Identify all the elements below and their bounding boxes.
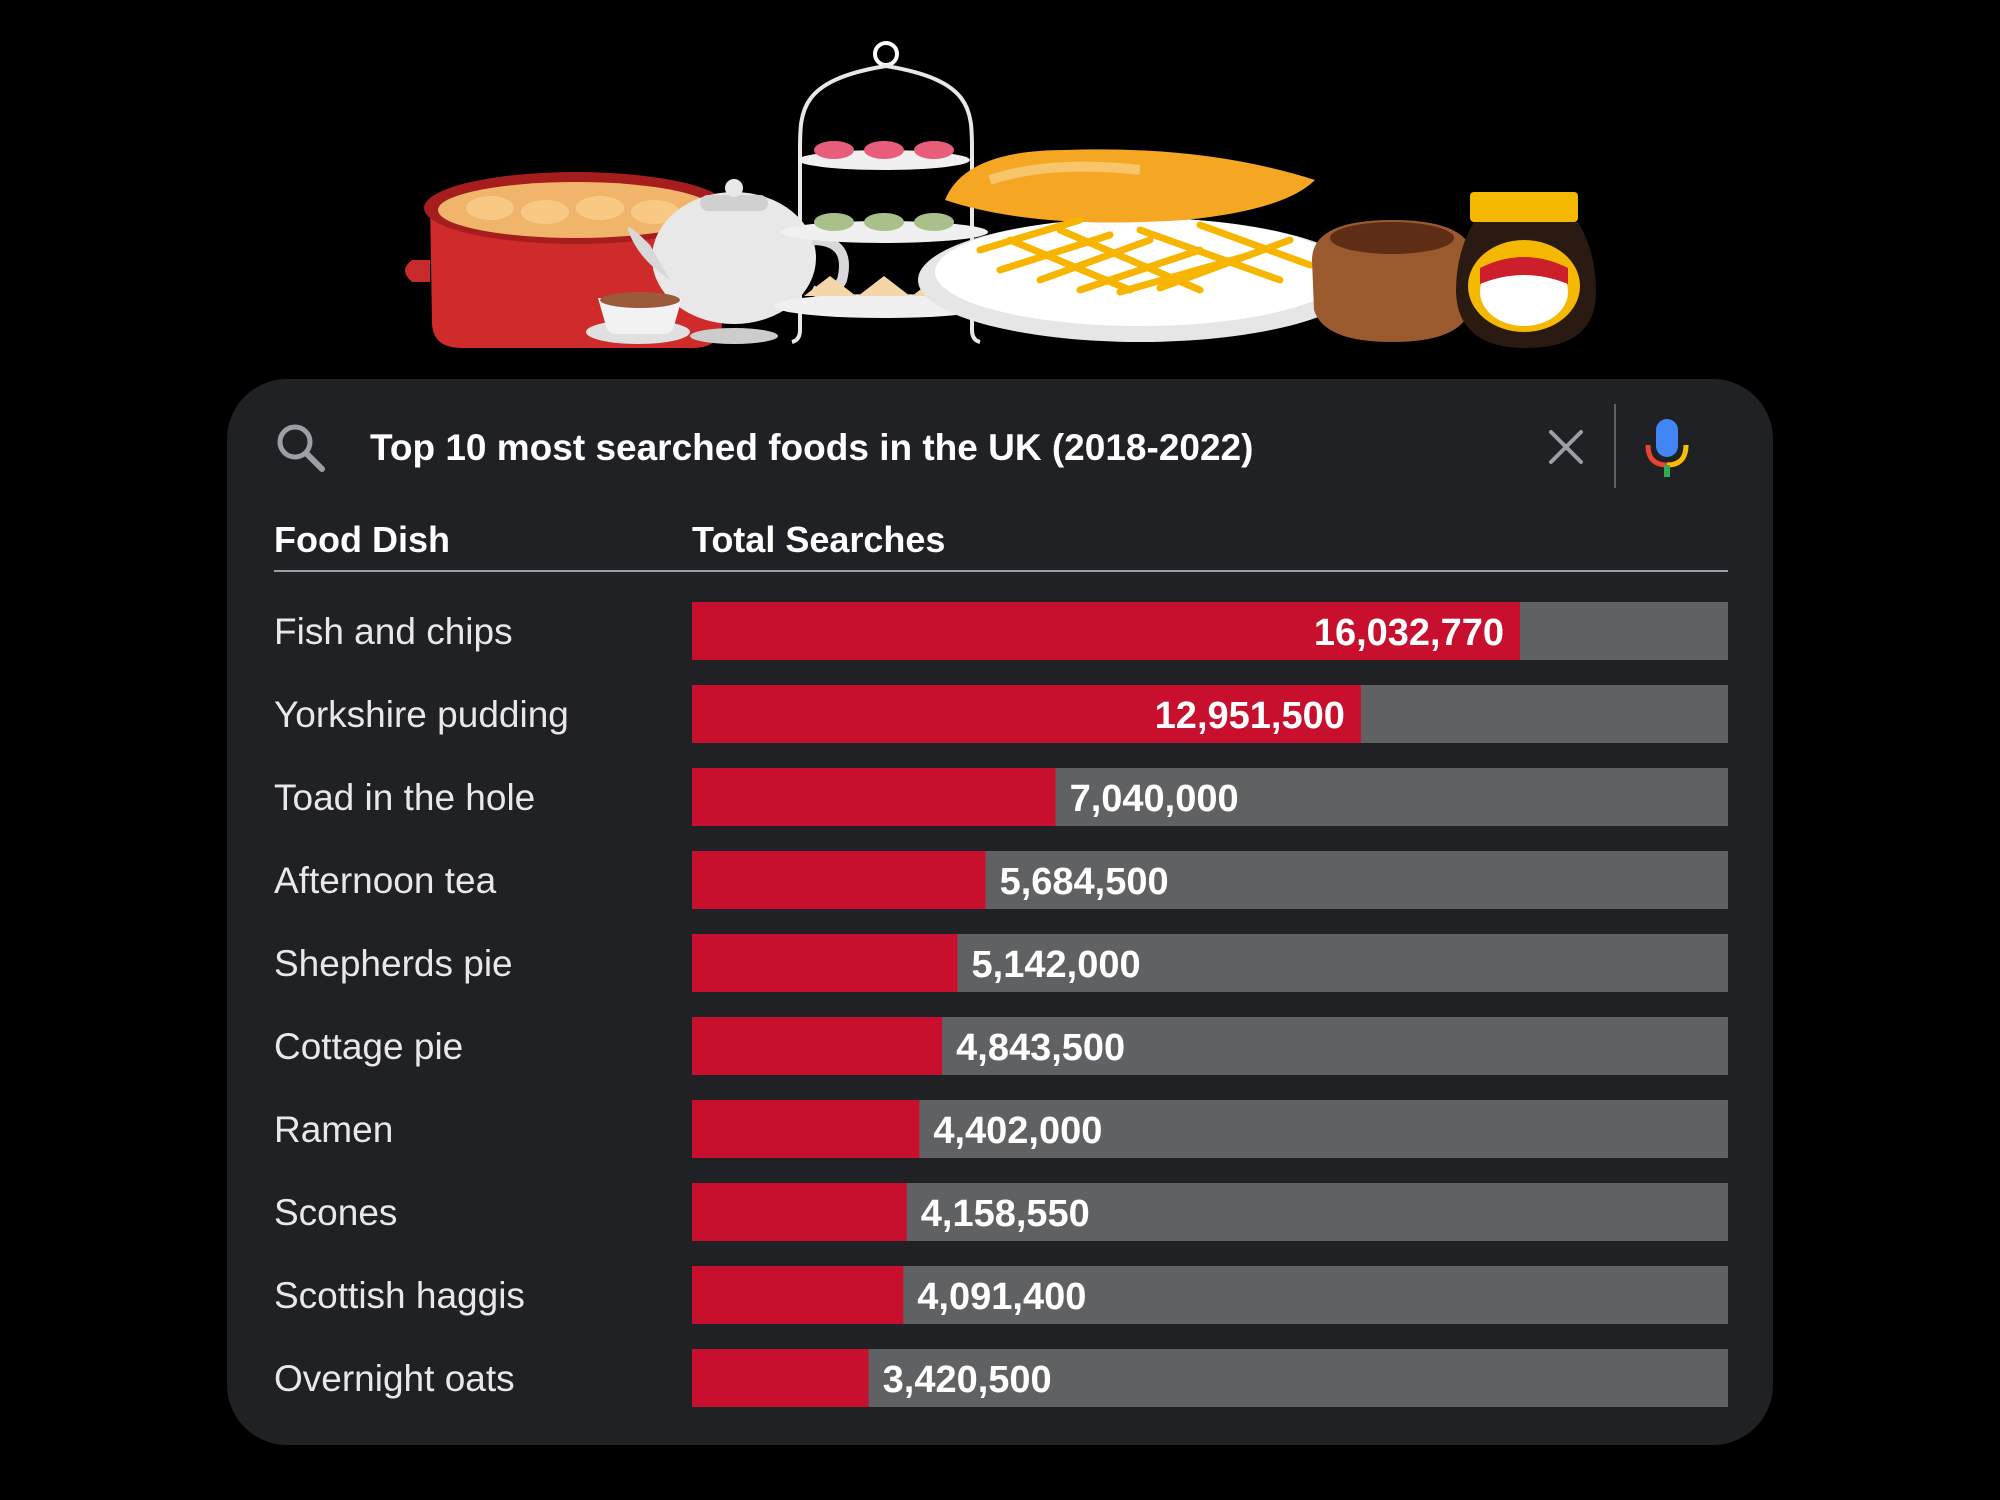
marmite-jar-illustration: [1456, 192, 1596, 348]
value-label: 3,420,500: [883, 1359, 1052, 1401]
category-label: Fish and chips: [274, 611, 513, 652]
header-divider: [274, 570, 1728, 572]
fish-and-chips-illustration: [918, 149, 1362, 342]
category-label: Shepherds pie: [274, 943, 513, 984]
value-label: 4,091,400: [917, 1276, 1086, 1318]
bar-2: [692, 768, 1056, 826]
value-label: 4,402,000: [933, 1110, 1102, 1152]
value-label: 5,142,000: [972, 944, 1141, 986]
bar-1: [692, 685, 1361, 743]
bar-0: [692, 602, 1520, 660]
value-label: 16,032,770: [1314, 612, 1504, 654]
bar-6: [692, 1100, 920, 1158]
category-label: Ramen: [274, 1109, 393, 1150]
bar-8: [692, 1266, 904, 1324]
bar-3: [692, 851, 986, 909]
column-header-total-searches: Total Searches: [692, 519, 946, 560]
category-label: Cottage pie: [274, 1026, 463, 1067]
bar-5: [692, 1017, 943, 1075]
value-label: 7,040,000: [1070, 778, 1239, 820]
value-label: 4,843,500: [956, 1027, 1125, 1069]
value-label: 5,684,500: [1000, 861, 1169, 903]
column-header-food-dish: Food Dish: [274, 519, 450, 560]
search-query-input[interactable]: Top 10 most searched foods in the UK (20…: [370, 427, 1254, 468]
yorkshire-pudding-illustration: [1312, 220, 1474, 342]
category-label: Toad in the hole: [274, 777, 535, 818]
category-label: Afternoon tea: [274, 860, 497, 901]
teapot-illustration: [586, 179, 849, 344]
category-label: Scottish haggis: [274, 1275, 525, 1316]
search-result-card: Top 10 most searched foods in the UK (20…: [227, 379, 1773, 1445]
bar-7: [692, 1183, 907, 1241]
microphone-icon[interactable]: [1639, 417, 1695, 479]
search-icon: [277, 424, 325, 472]
category-label: Overnight oats: [274, 1358, 515, 1399]
bar-4: [692, 934, 958, 992]
category-label: Yorkshire pudding: [274, 694, 569, 735]
bar-chart: Fish and chips 16,032,770 Yorkshire puddin…: [274, 602, 1728, 1407]
search-divider: [1614, 404, 1616, 488]
bar-9: [692, 1349, 869, 1407]
value-label: 4,158,550: [921, 1193, 1090, 1235]
value-label: 12,951,500: [1155, 695, 1345, 737]
close-icon[interactable]: [1543, 424, 1589, 470]
british-food-illustration: [405, 41, 1596, 348]
category-label: Scones: [274, 1192, 397, 1233]
